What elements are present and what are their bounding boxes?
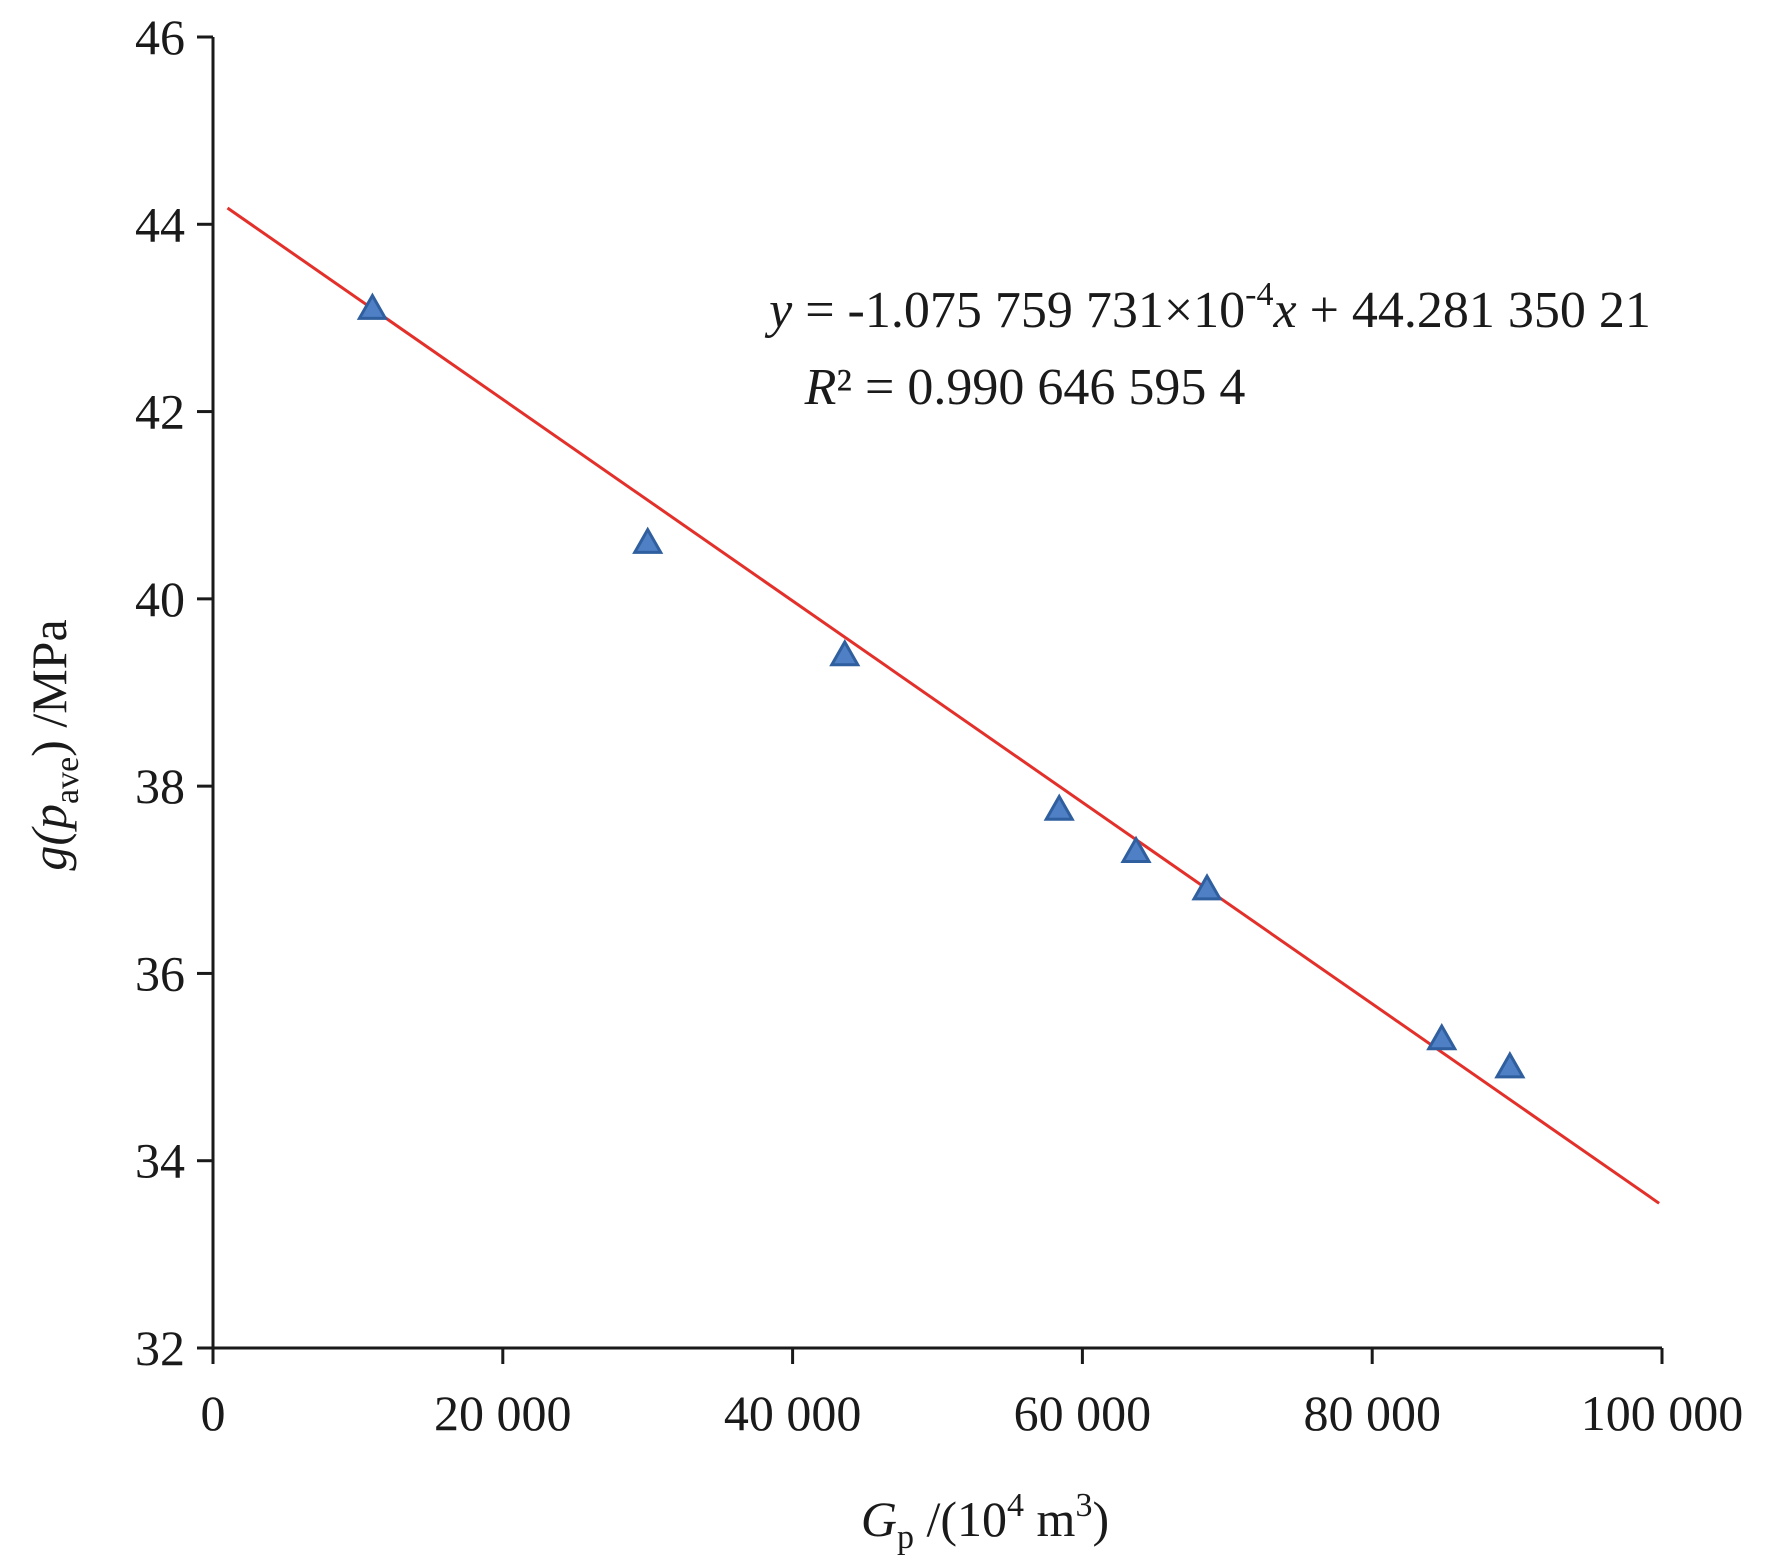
y-tick-label: 46 (135, 9, 185, 65)
x-axis-title-symbol: G (861, 1491, 897, 1547)
equation-coefficient: = -1.075 759 731×10 (792, 282, 1245, 339)
equation-exponent: -4 (1245, 276, 1273, 313)
y-axis-ticks: 32 34 36 38 40 42 44 46 (135, 9, 213, 1376)
r-squared: R² = 0.990 646 595 4 (804, 359, 1246, 416)
trendline-group (226, 206, 1660, 1205)
y-tick-label: 34 (135, 1133, 185, 1189)
data-point (1426, 1022, 1458, 1051)
x-axis-title-subscript: p (897, 1519, 914, 1556)
data-point (829, 639, 861, 667)
y-axis-title-variable: p (21, 804, 77, 832)
x-axis-title-unit-exponent: 3 (1075, 1487, 1092, 1524)
equation-x: x (1272, 282, 1296, 339)
x-axis-title-unit: m (1024, 1491, 1076, 1547)
r-squared-value: ² = 0.990 646 595 4 (836, 359, 1245, 416)
y-axis-title: g(pave) /MPa (21, 619, 86, 870)
r-squared-symbol: R (804, 359, 837, 416)
axes (211, 37, 1662, 1350)
x-axis-title: Gp /(104 m3) (861, 1487, 1109, 1556)
trendline-equation: y = -1.075 759 731×10-4x + 44.281 350 21 (764, 276, 1651, 339)
data-points (356, 292, 1526, 1079)
x-tick-label: 100 000 (1581, 1385, 1744, 1441)
equation-y: y (764, 282, 793, 339)
y-axis-title-subscript: ave (49, 757, 86, 804)
data-point (1191, 873, 1223, 901)
data-point (1043, 793, 1075, 821)
y-tick-label: 42 (135, 384, 185, 440)
y-tick-label: 40 (135, 571, 185, 627)
y-axis-title-unit: ) /MPa (21, 619, 77, 757)
y-tick-label: 44 (135, 196, 185, 252)
x-tick-label: 80 000 (1303, 1385, 1441, 1441)
y-tick-label: 32 (135, 1320, 185, 1376)
x-axis-ticks: 0 20 000 40 000 60 000 80 000 100 000 (201, 1348, 1744, 1441)
x-axis-title-scale: /(10 (914, 1491, 1007, 1547)
x-tick-label: 60 000 (1014, 1385, 1152, 1441)
trendline (226, 206, 1660, 1205)
data-point (632, 526, 664, 554)
x-tick-label: 20 000 (434, 1385, 572, 1441)
data-point (1494, 1051, 1526, 1079)
x-tick-label: 0 (201, 1385, 226, 1441)
x-axis-title-scale-exponent: 4 (1007, 1487, 1024, 1524)
equation-intercept: + 44.281 350 21 (1297, 282, 1651, 339)
y-tick-label: 38 (135, 758, 185, 814)
y-axis-title-function: g( (21, 826, 77, 871)
y-tick-label: 36 (135, 945, 185, 1001)
x-axis-title-close: ) (1092, 1491, 1109, 1547)
x-tick-label: 40 000 (724, 1385, 862, 1441)
data-point (1120, 835, 1152, 863)
data-point (356, 292, 388, 320)
